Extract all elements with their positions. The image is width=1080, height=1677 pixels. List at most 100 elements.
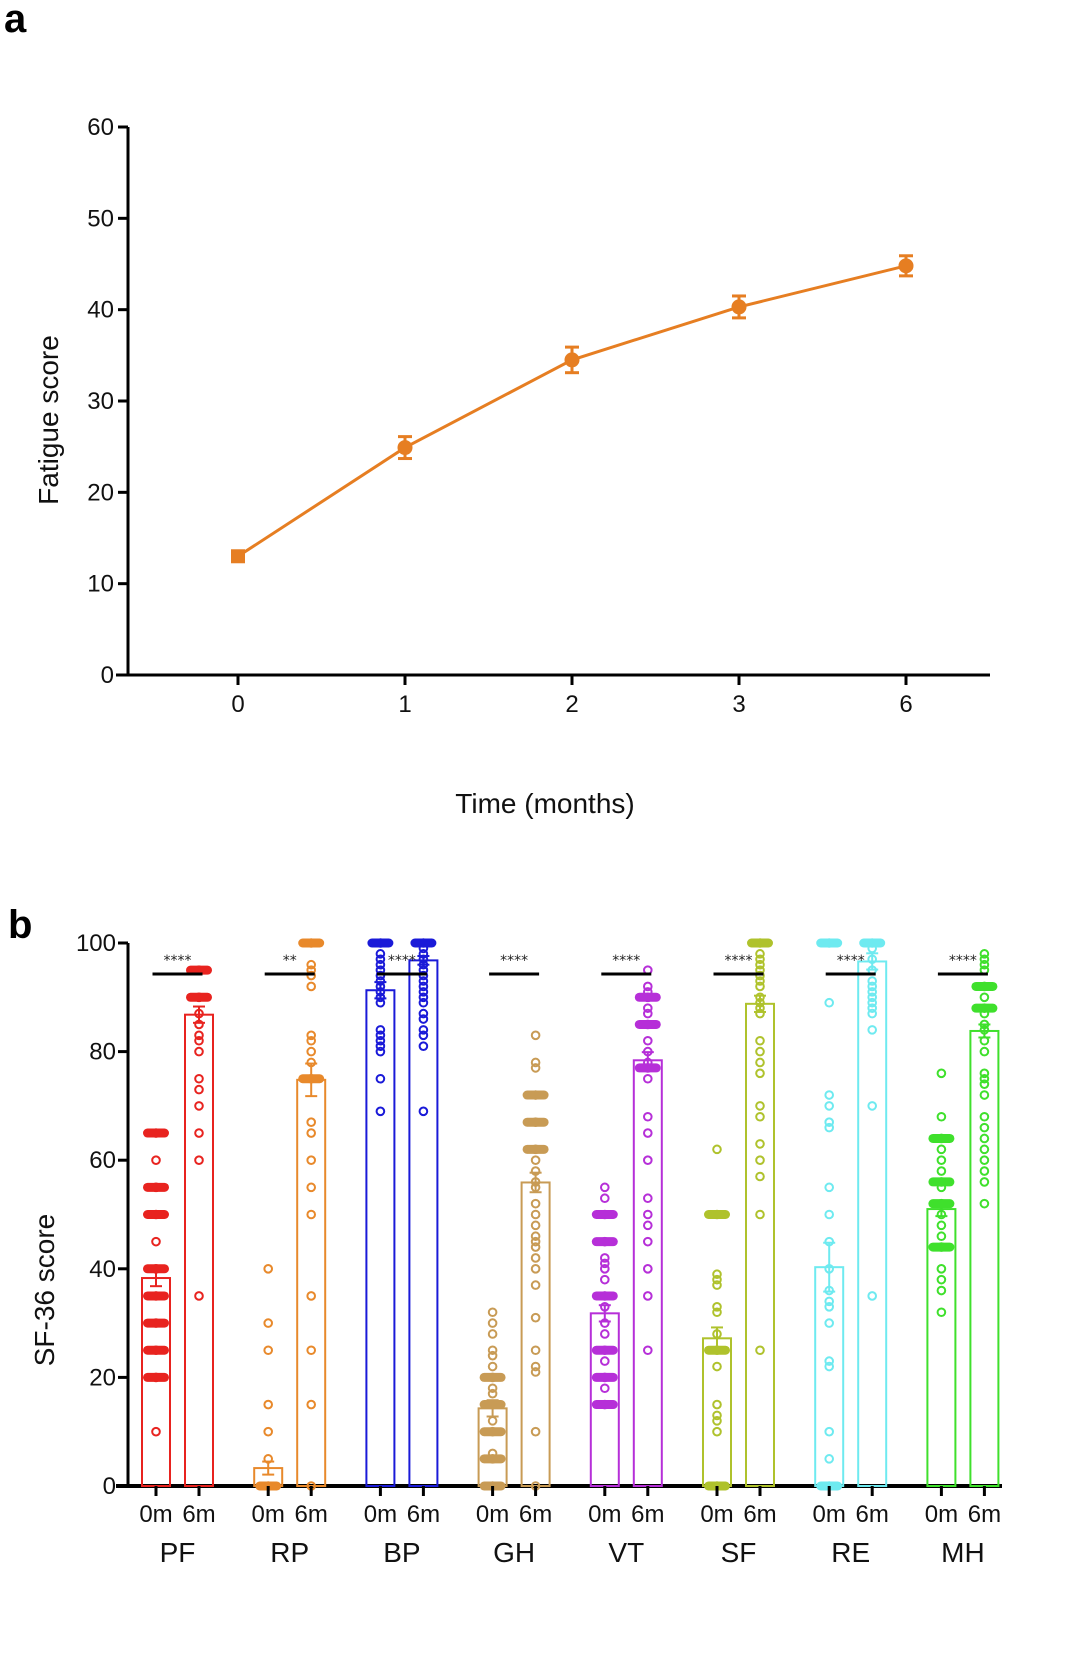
data-point bbox=[755, 1035, 765, 1046]
data-point bbox=[824, 1090, 835, 1100]
data-point bbox=[755, 1046, 765, 1057]
data-point bbox=[867, 987, 878, 997]
data-point bbox=[418, 1106, 429, 1117]
data-cluster bbox=[479, 1454, 506, 1464]
x-sublabel-6m: 6m bbox=[856, 1501, 889, 1528]
x-sublabel-0m: 0m bbox=[813, 1501, 846, 1528]
data-point bbox=[643, 1035, 653, 1046]
data-point bbox=[643, 1073, 653, 1084]
data-cluster bbox=[186, 965, 212, 975]
data-point bbox=[263, 1345, 274, 1356]
data-point bbox=[755, 954, 765, 965]
data-point bbox=[194, 1046, 204, 1057]
data-point bbox=[151, 1426, 161, 1437]
data-point bbox=[867, 992, 878, 1003]
data-point bbox=[418, 954, 429, 965]
data-point bbox=[306, 1128, 317, 1138]
data-point bbox=[530, 1345, 541, 1356]
data-point bbox=[600, 1302, 610, 1312]
data-cluster bbox=[971, 981, 998, 991]
data-point bbox=[530, 1367, 541, 1377]
data-point bbox=[643, 1008, 653, 1019]
data-point bbox=[755, 959, 765, 970]
data-point bbox=[375, 1106, 386, 1117]
data-point bbox=[712, 1399, 722, 1410]
data-point bbox=[643, 1264, 653, 1274]
group-label-gh: GH bbox=[493, 1537, 535, 1568]
data-point bbox=[263, 1399, 274, 1410]
significance-stars: **** bbox=[500, 953, 528, 969]
data-point bbox=[530, 1426, 541, 1437]
x-sublabel-6m: 6m bbox=[968, 1501, 1001, 1528]
data-point bbox=[530, 1236, 541, 1247]
data-point bbox=[487, 1383, 498, 1394]
fatigue-line-chart: Fatigue score Time (months) 010203040506… bbox=[33, 114, 990, 819]
data-point bbox=[306, 970, 317, 981]
data-point bbox=[263, 1426, 274, 1437]
data-point bbox=[194, 1019, 204, 1030]
x-sublabel-0m: 0m bbox=[139, 1501, 172, 1528]
data-cluster bbox=[591, 1400, 618, 1410]
data-point bbox=[263, 1264, 274, 1274]
data-point bbox=[600, 1182, 610, 1193]
data-cluster bbox=[928, 1199, 955, 1209]
y-tick-label-b: 60 bbox=[89, 1147, 116, 1174]
data-point bbox=[530, 1155, 541, 1165]
data-cluster bbox=[143, 1128, 169, 1138]
data-point bbox=[979, 1155, 990, 1165]
data-point bbox=[979, 992, 990, 1003]
data-point bbox=[979, 1144, 990, 1155]
data-point bbox=[936, 1231, 947, 1242]
data-cluster bbox=[143, 1318, 169, 1328]
x-sublabel-6m: 6m bbox=[519, 1501, 552, 1528]
data-point bbox=[487, 1361, 498, 1372]
data-point bbox=[600, 1258, 610, 1269]
data-point bbox=[306, 1209, 317, 1220]
data-point bbox=[824, 1302, 835, 1312]
data-point bbox=[755, 997, 765, 1008]
data-cluster bbox=[410, 938, 437, 948]
data-point bbox=[306, 959, 317, 970]
data-point bbox=[824, 1296, 835, 1307]
significance-stars: **** bbox=[949, 953, 977, 969]
data-point bbox=[530, 1057, 541, 1068]
data-point bbox=[755, 1171, 765, 1182]
data-point bbox=[979, 1166, 990, 1176]
data-point bbox=[824, 997, 835, 1008]
data-point bbox=[824, 1209, 835, 1220]
data-point bbox=[600, 1318, 610, 1328]
data-point bbox=[867, 1003, 878, 1013]
data-point bbox=[824, 1285, 835, 1296]
data-point bbox=[824, 1454, 835, 1464]
data-cluster bbox=[591, 1210, 618, 1219]
data-point bbox=[936, 1285, 947, 1296]
data-cluster bbox=[928, 1133, 955, 1143]
data-point bbox=[418, 981, 429, 992]
data-point bbox=[375, 959, 386, 970]
data-point bbox=[755, 1345, 765, 1356]
y-tick-label-a: 60 bbox=[87, 114, 114, 141]
y-tick-label-a: 40 bbox=[87, 297, 114, 324]
data-point bbox=[979, 1079, 990, 1089]
data-point bbox=[487, 1388, 498, 1399]
data-point bbox=[712, 1410, 722, 1421]
data-cluster bbox=[186, 992, 212, 1002]
data-point bbox=[755, 949, 765, 959]
data-cluster bbox=[367, 938, 394, 948]
data-point bbox=[755, 1057, 765, 1068]
data-point bbox=[936, 1155, 947, 1165]
y-tick-label-a: 50 bbox=[87, 205, 114, 232]
data-point bbox=[867, 976, 878, 986]
data-point bbox=[643, 1046, 653, 1057]
data-point bbox=[979, 1046, 990, 1057]
data-point bbox=[263, 1318, 274, 1328]
data-point bbox=[755, 1209, 765, 1220]
group-label-re: RE bbox=[831, 1537, 870, 1568]
bar-re-6m bbox=[857, 960, 888, 1487]
data-point bbox=[375, 997, 386, 1008]
data-point bbox=[530, 1220, 541, 1231]
data-point bbox=[375, 1046, 386, 1057]
bar-gh-6m bbox=[520, 1181, 551, 1487]
data-point-square bbox=[231, 549, 245, 564]
data-point bbox=[600, 1264, 610, 1274]
